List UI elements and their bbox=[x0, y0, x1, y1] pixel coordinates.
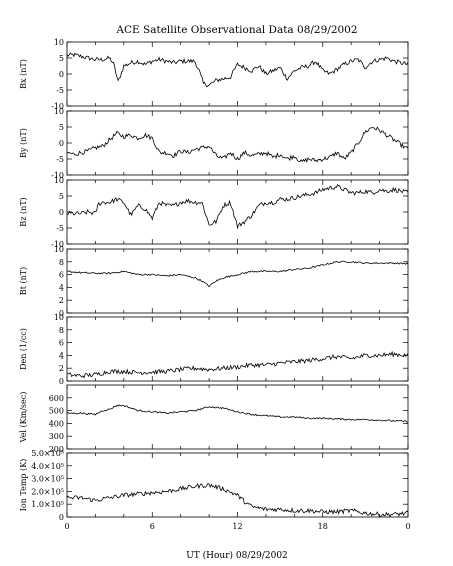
y-tick-label-vel: 200 bbox=[49, 445, 64, 454]
panels-group: -10 -5 0 5 10 Bx (nT) -10 -5 0 5 10 By (nT) -10 -5 0 5 1… bbox=[19, 38, 411, 531]
panel-frame-bt bbox=[66, 248, 409, 314]
x-tick-label: 0 bbox=[405, 522, 410, 531]
x-tick-label: 18 bbox=[318, 522, 328, 531]
y-tick-label-bt: 8 bbox=[59, 258, 64, 267]
y-tick-label-den: 4 bbox=[59, 351, 64, 360]
y-tick-label-temp: 0 bbox=[59, 513, 64, 522]
y-tick-label-bx: -5 bbox=[56, 86, 64, 95]
series-line-bt bbox=[66, 260, 409, 288]
y-tick-label-bx: 0 bbox=[59, 70, 64, 79]
y-tick-label-temp: 2.0×10⁵ bbox=[31, 487, 64, 496]
x-axis-label: UT (Hour) 08/29/2002 bbox=[186, 550, 288, 561]
y-tick-label-by: 10 bbox=[54, 107, 64, 116]
y-tick-label-den: 8 bbox=[59, 326, 64, 335]
y-tick-label-vel: 400 bbox=[49, 419, 64, 428]
y-label-den: Den (1/cc) bbox=[19, 328, 28, 370]
series-line-bx bbox=[66, 52, 409, 88]
y-tick-label-temp: 5.0×10⁵ bbox=[31, 449, 64, 458]
y-label-vel: Vel (Km/sec) bbox=[19, 392, 28, 444]
series-line-vel bbox=[66, 404, 409, 423]
y-label-bt: Bt (nT) bbox=[19, 267, 28, 295]
y-tick-label-by: 5 bbox=[59, 123, 64, 132]
y-tick-label-bt: 4 bbox=[59, 283, 64, 292]
y-tick-label-by: -5 bbox=[56, 155, 64, 164]
y-tick-label-bt: 0 bbox=[59, 309, 64, 318]
y-tick-label-by: 0 bbox=[59, 139, 64, 148]
y-tick-label-bt: 6 bbox=[59, 271, 64, 280]
y-tick-label-den: 10 bbox=[54, 313, 64, 322]
y-tick-label-bx: 10 bbox=[54, 38, 64, 47]
y-label-temp: Ion Temp (K) bbox=[19, 459, 28, 512]
y-label-bz: Bz (nT) bbox=[19, 197, 28, 226]
y-tick-label-vel: 600 bbox=[49, 394, 64, 403]
series-line-temp bbox=[66, 482, 409, 518]
y-label-by: By (nT) bbox=[19, 128, 28, 158]
y-tick-label-temp: 1.0×10⁵ bbox=[31, 500, 64, 509]
y-tick-label-bz: -10 bbox=[51, 240, 64, 249]
x-tick-label: 6 bbox=[150, 522, 155, 531]
panel-frame-temp bbox=[66, 452, 409, 518]
y-tick-label-vel: 300 bbox=[49, 432, 64, 441]
y-tick-label-temp: 4.0×10⁵ bbox=[31, 462, 64, 471]
y-tick-label-bz: 0 bbox=[59, 208, 64, 217]
x-tick-label: 12 bbox=[232, 522, 242, 531]
y-tick-label-bt: 10 bbox=[54, 245, 64, 254]
series-line-bz bbox=[66, 183, 409, 230]
panel-frame-bx bbox=[66, 41, 409, 107]
y-tick-label-bx: 5 bbox=[59, 54, 64, 63]
y-tick-label-temp: 3.0×10⁵ bbox=[31, 475, 64, 484]
y-tick-label-bz: 10 bbox=[54, 176, 64, 185]
y-tick-label-bz: 5 bbox=[59, 192, 64, 201]
y-tick-label-bz: -5 bbox=[56, 224, 64, 233]
y-tick-label-den: 0 bbox=[59, 377, 64, 386]
panel-frame-bz bbox=[66, 179, 409, 245]
series-line-by bbox=[66, 126, 409, 163]
y-tick-label-vel: 500 bbox=[49, 407, 64, 416]
x-tick-label: 0 bbox=[64, 522, 69, 531]
series-line-den bbox=[66, 350, 409, 379]
y-tick-label-den: 2 bbox=[59, 364, 64, 373]
panel-frame-by bbox=[66, 110, 409, 176]
panel-frame-vel bbox=[66, 384, 409, 450]
y-tick-label-by: -10 bbox=[51, 171, 64, 180]
y-tick-label-bx: -10 bbox=[51, 102, 64, 111]
y-tick-label-bt: 2 bbox=[59, 296, 64, 305]
y-label-bx: Bx (nT) bbox=[19, 59, 28, 89]
chart-title: ACE Satellite Observational Data 08/29/2… bbox=[115, 24, 357, 36]
y-tick-label-den: 6 bbox=[59, 339, 64, 348]
